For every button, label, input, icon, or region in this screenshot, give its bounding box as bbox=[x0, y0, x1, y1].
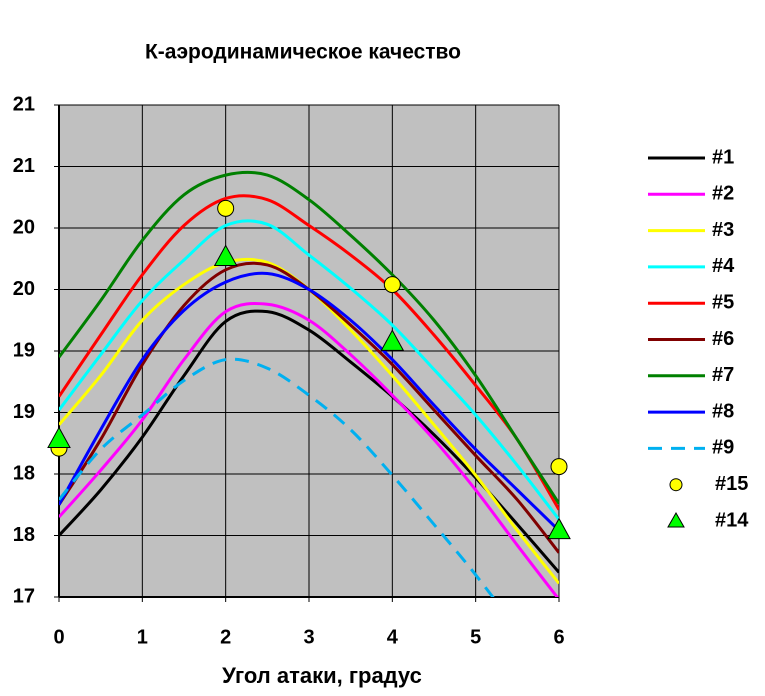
series-line bbox=[59, 302, 559, 597]
marker-circle bbox=[383, 276, 401, 294]
legend-label: #15 bbox=[715, 473, 748, 495]
series-line bbox=[59, 170, 559, 505]
x-tick-label: 1 bbox=[137, 626, 148, 648]
legend-label: #5 bbox=[712, 291, 734, 313]
series-line bbox=[59, 194, 559, 511]
x-tick-label: 6 bbox=[553, 626, 564, 648]
x-tick-label: 3 bbox=[303, 626, 314, 648]
series-line bbox=[59, 309, 559, 574]
legend-label: #14 bbox=[715, 509, 749, 531]
y-tick-label: 19 bbox=[13, 339, 35, 361]
legend-label: #4 bbox=[712, 255, 735, 277]
series-line bbox=[59, 357, 495, 597]
markers bbox=[47, 199, 571, 540]
y-tick-label: 19 bbox=[13, 401, 35, 423]
y-tick-label: 21 bbox=[13, 155, 35, 177]
marker-triangle bbox=[380, 329, 405, 351]
plot-series bbox=[59, 170, 559, 597]
legend-label: #8 bbox=[712, 400, 734, 422]
y-tick-label: 20 bbox=[13, 278, 35, 300]
x-tick-label: 2 bbox=[220, 626, 231, 648]
series-line bbox=[59, 271, 559, 532]
marker-triangle bbox=[47, 426, 71, 449]
series-line bbox=[59, 219, 559, 521]
marker-triangle bbox=[213, 244, 238, 267]
marker-circle bbox=[550, 458, 568, 476]
y-tick-label: 21 bbox=[13, 93, 35, 115]
legend-label: #1 bbox=[712, 146, 734, 168]
x-axis-label: Угол атаки, градус bbox=[222, 663, 422, 688]
y-tick-label: 20 bbox=[13, 216, 35, 238]
legend-label: #3 bbox=[712, 219, 734, 241]
x-tick-label: 4 bbox=[387, 626, 399, 648]
legend-marker bbox=[667, 511, 685, 528]
legend-label: #2 bbox=[712, 183, 734, 205]
y-tick-label: 18 bbox=[13, 524, 35, 546]
y-tick-label: 18 bbox=[13, 462, 35, 484]
legend-marker bbox=[669, 478, 683, 492]
y-tick-label: 17 bbox=[13, 585, 35, 607]
legend-label: #9 bbox=[712, 437, 734, 459]
marker-circle bbox=[217, 199, 235, 217]
chart-title: К-аэродинамическое качество bbox=[145, 41, 461, 64]
marker-triangle bbox=[547, 517, 571, 540]
x-tick-label: 5 bbox=[470, 626, 481, 648]
legend-label: #7 bbox=[712, 364, 734, 386]
x-tick-label: 0 bbox=[53, 626, 64, 648]
legend-label: #6 bbox=[712, 328, 734, 350]
